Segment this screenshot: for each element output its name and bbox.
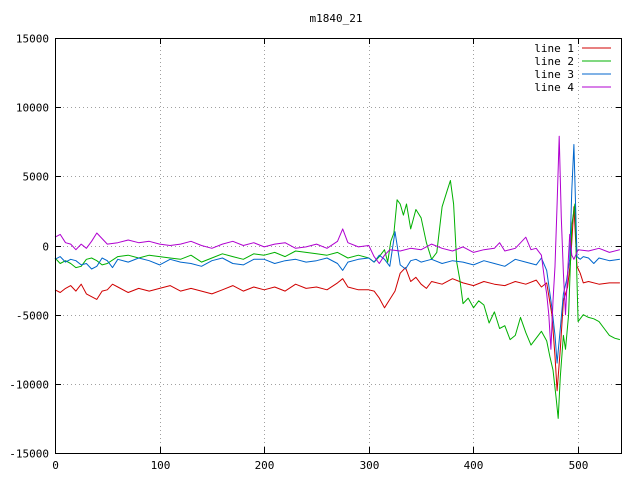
x-tick-label: 500: [569, 459, 589, 472]
x-tick-label: 100: [151, 459, 171, 472]
series-line-1: [54, 206, 620, 392]
legend-label: line 1: [534, 42, 574, 55]
grid-lines: [55, 38, 622, 453]
axis-ticks: 0 100 200 300 400 500 15000 10000 5000 0 -5000 -100…: [9, 33, 622, 472]
legend-label: line 3: [534, 68, 574, 81]
chart-title: m1840_21: [310, 12, 363, 25]
y-tick-label: -10000: [9, 379, 49, 392]
series-line-2: [54, 180, 621, 419]
y-tick-label: -15000: [9, 448, 49, 461]
y-tick-label: 5000: [23, 171, 50, 184]
y-tick-label: -5000: [16, 310, 49, 323]
series-lines: [54, 135, 621, 419]
y-tick-label: 0: [42, 241, 49, 254]
x-tick-label: 0: [52, 459, 59, 472]
legend-label: line 2: [534, 55, 574, 68]
series-line-4: [54, 135, 621, 350]
x-tick-label: 300: [360, 459, 380, 472]
series-line-3: [54, 144, 620, 364]
x-tick-label: 400: [464, 459, 484, 472]
y-tick-label: 10000: [16, 102, 49, 115]
legend-label: line 4: [534, 81, 574, 94]
x-tick-label: 200: [255, 459, 275, 472]
y-tick-label: 15000: [16, 33, 49, 46]
